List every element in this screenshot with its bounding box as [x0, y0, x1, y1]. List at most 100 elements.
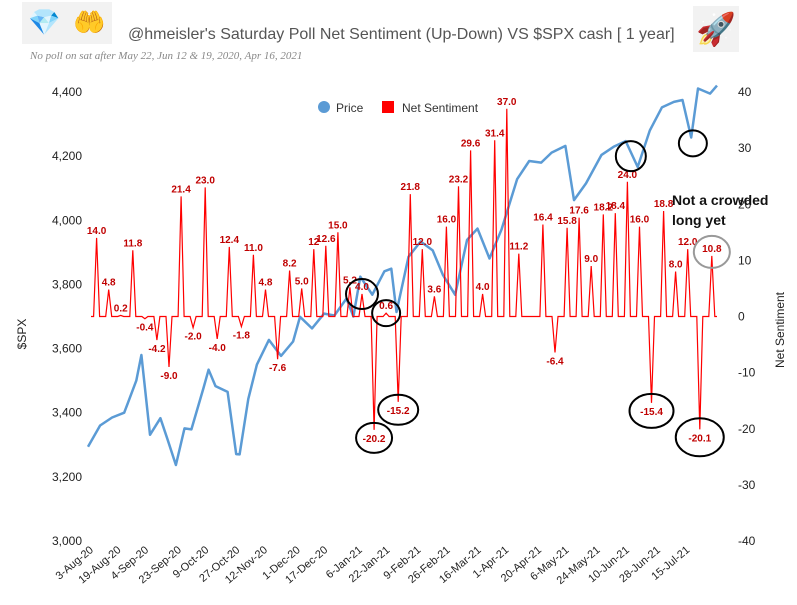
sentiment-data-label: -20.1 — [688, 433, 711, 444]
sentiment-data-label: 4.8 — [259, 278, 273, 289]
sentiment-data-label: -20.2 — [363, 434, 386, 445]
left-tick-label: 3,600 — [52, 342, 82, 356]
left-tick-label: 3,200 — [52, 470, 82, 484]
sentiment-data-label: 12 — [308, 237, 320, 248]
sentiment-data-label: 16.0 — [437, 215, 457, 226]
highlight-circle — [355, 421, 394, 454]
sentiment-data-label: 21.4 — [171, 184, 191, 195]
price-series-line — [86, 84, 718, 467]
sentiment-data-label: -15.2 — [387, 406, 410, 417]
sentiment-data-label: -9.0 — [160, 371, 178, 382]
sentiment-data-label: 23.0 — [195, 175, 215, 186]
sentiment-data-label: 4.0 — [476, 282, 490, 293]
highlight-circle — [345, 278, 380, 311]
legend-sentiment-marker — [382, 101, 394, 113]
annotation-line-1: Not a crowded — [672, 192, 768, 208]
sentiment-data-label: 11.0 — [244, 243, 263, 254]
sentiment-data-label: 21.8 — [401, 182, 421, 193]
right-tick-label: 30 — [738, 141, 752, 155]
diamond-icon: 💎 — [28, 8, 61, 38]
legend-price-marker — [318, 101, 330, 113]
left-tick-label: 3,800 — [52, 277, 82, 291]
sentiment-data-label: 12.4 — [220, 235, 240, 246]
sentiment-data-label: 31.4 — [485, 128, 505, 139]
highlight-circle — [692, 234, 731, 269]
sentiment-data-label: 11.2 — [509, 242, 528, 253]
sentiment-data-label: 18.2 — [594, 202, 614, 213]
highlight-circle — [628, 392, 675, 429]
sentiment-data-label: -4.0 — [209, 343, 227, 354]
sentiment-data-label: 37.0 — [497, 97, 517, 108]
sentiment-data-label: 15.0 — [328, 220, 348, 231]
sentiment-layer — [91, 108, 717, 430]
sentiment-data-label: 9.0 — [584, 254, 598, 265]
sentiment-data-label: 18.8 — [654, 199, 674, 210]
sentiment-data-label: 18.4 — [606, 201, 626, 212]
palms-up-icon: 🤲 — [73, 8, 106, 38]
sentiment-data-label: -2.0 — [185, 332, 203, 343]
annotation-line-2: long yet — [672, 212, 726, 228]
sentiment-data-label: 0.6 — [379, 301, 393, 312]
left-tick-label: 4,200 — [52, 149, 82, 163]
sentiment-data-label: 3.6 — [427, 284, 441, 295]
sentiment-data-label: 5.2 — [343, 275, 357, 286]
highlight-circle — [371, 299, 402, 328]
sentiment-data-label: 17.6 — [569, 206, 589, 217]
sentiment-data-label: 23.2 — [449, 174, 469, 185]
sentiment-data-label: 0.2 — [114, 303, 128, 314]
left-axis-label: $SPX — [15, 319, 29, 350]
sentiment-data-label: 12.0 — [678, 237, 698, 248]
sentiment-data-label: -7.6 — [269, 363, 287, 374]
sentiment-data-label: -4.2 — [148, 344, 166, 355]
right-tick-label: -20 — [738, 422, 756, 436]
sentiment-data-label: 12.6 — [316, 234, 336, 245]
highlight-circle-layer — [345, 129, 731, 458]
sentiment-data-label: -15.4 — [640, 407, 663, 418]
left-tick-label: 4,400 — [52, 85, 82, 99]
sentiment-data-label: 5.0 — [295, 276, 309, 287]
highlight-circle — [674, 417, 725, 458]
right-tick-label: -10 — [738, 366, 756, 380]
right-tick-label: 0 — [738, 310, 745, 324]
left-tick-label: 3,000 — [52, 534, 82, 548]
sentiment-data-label: 10.8 — [702, 244, 722, 255]
chart-subtitle: No poll on sat after May 22, Jun 12 & 19… — [30, 50, 303, 62]
highlight-circle — [677, 129, 708, 158]
axes-layer: 3,000 3,200 3,400 3,600 3,800 4,000 4,200 4,400… — [52, 85, 756, 587]
highlight-circle — [614, 140, 647, 173]
rocket-icon: 🚀 — [693, 6, 739, 52]
sentiment-data-label: -0.4 — [136, 323, 154, 334]
sentiment-data-label: 11.8 — [123, 238, 142, 249]
right-tick-label: 20 — [738, 197, 752, 211]
chart-title: @hmeisler's Saturday Poll Net Sentiment … — [128, 26, 675, 43]
sentiment-data-label: 8.2 — [283, 258, 297, 269]
right-tick-label: -30 — [738, 478, 756, 492]
data-label-layer: 14.0 4.8 0.2 11.8 -0.4 -4.2 -9.0 21.4 -2.0 23.0 -4… — [87, 97, 722, 445]
right-tick-label: 10 — [738, 253, 752, 267]
sentiment-series-line — [91, 108, 717, 430]
legend-price-label: Price — [336, 101, 364, 115]
header-icon-group: 💎 🤲 — [22, 2, 112, 44]
sentiment-data-label: 4.0 — [355, 282, 369, 293]
left-tick-label: 4,000 — [52, 213, 82, 227]
sentiment-data-label: 15.8 — [557, 216, 577, 227]
sentiment-data-label: 16.0 — [630, 215, 650, 226]
sentiment-data-label: 16.4 — [533, 212, 553, 223]
sentiment-data-label: 24.0 — [618, 170, 638, 181]
price-layer — [86, 84, 718, 467]
sentiment-data-label: 29.6 — [461, 138, 481, 149]
sentiment-data-label: -6.4 — [546, 356, 564, 367]
right-axis-label: Net Sentiment — [773, 291, 787, 368]
legend-sentiment-label: Net Sentiment — [402, 101, 479, 115]
right-tick-label: 40 — [738, 85, 752, 99]
sentiment-data-label: -1.8 — [233, 331, 251, 342]
sentiment-data-label: 4.8 — [102, 278, 116, 289]
sentiment-data-label: 12.0 — [413, 237, 433, 248]
highlight-circle — [377, 393, 420, 426]
right-tick-label: -40 — [738, 534, 756, 548]
sentiment-data-label: 8.0 — [669, 260, 683, 271]
legend: Price Net Sentiment — [318, 101, 479, 115]
sentiment-data-label: 14.0 — [87, 226, 107, 237]
annotation-not-crowded: Not a crowded long yet — [672, 192, 768, 228]
